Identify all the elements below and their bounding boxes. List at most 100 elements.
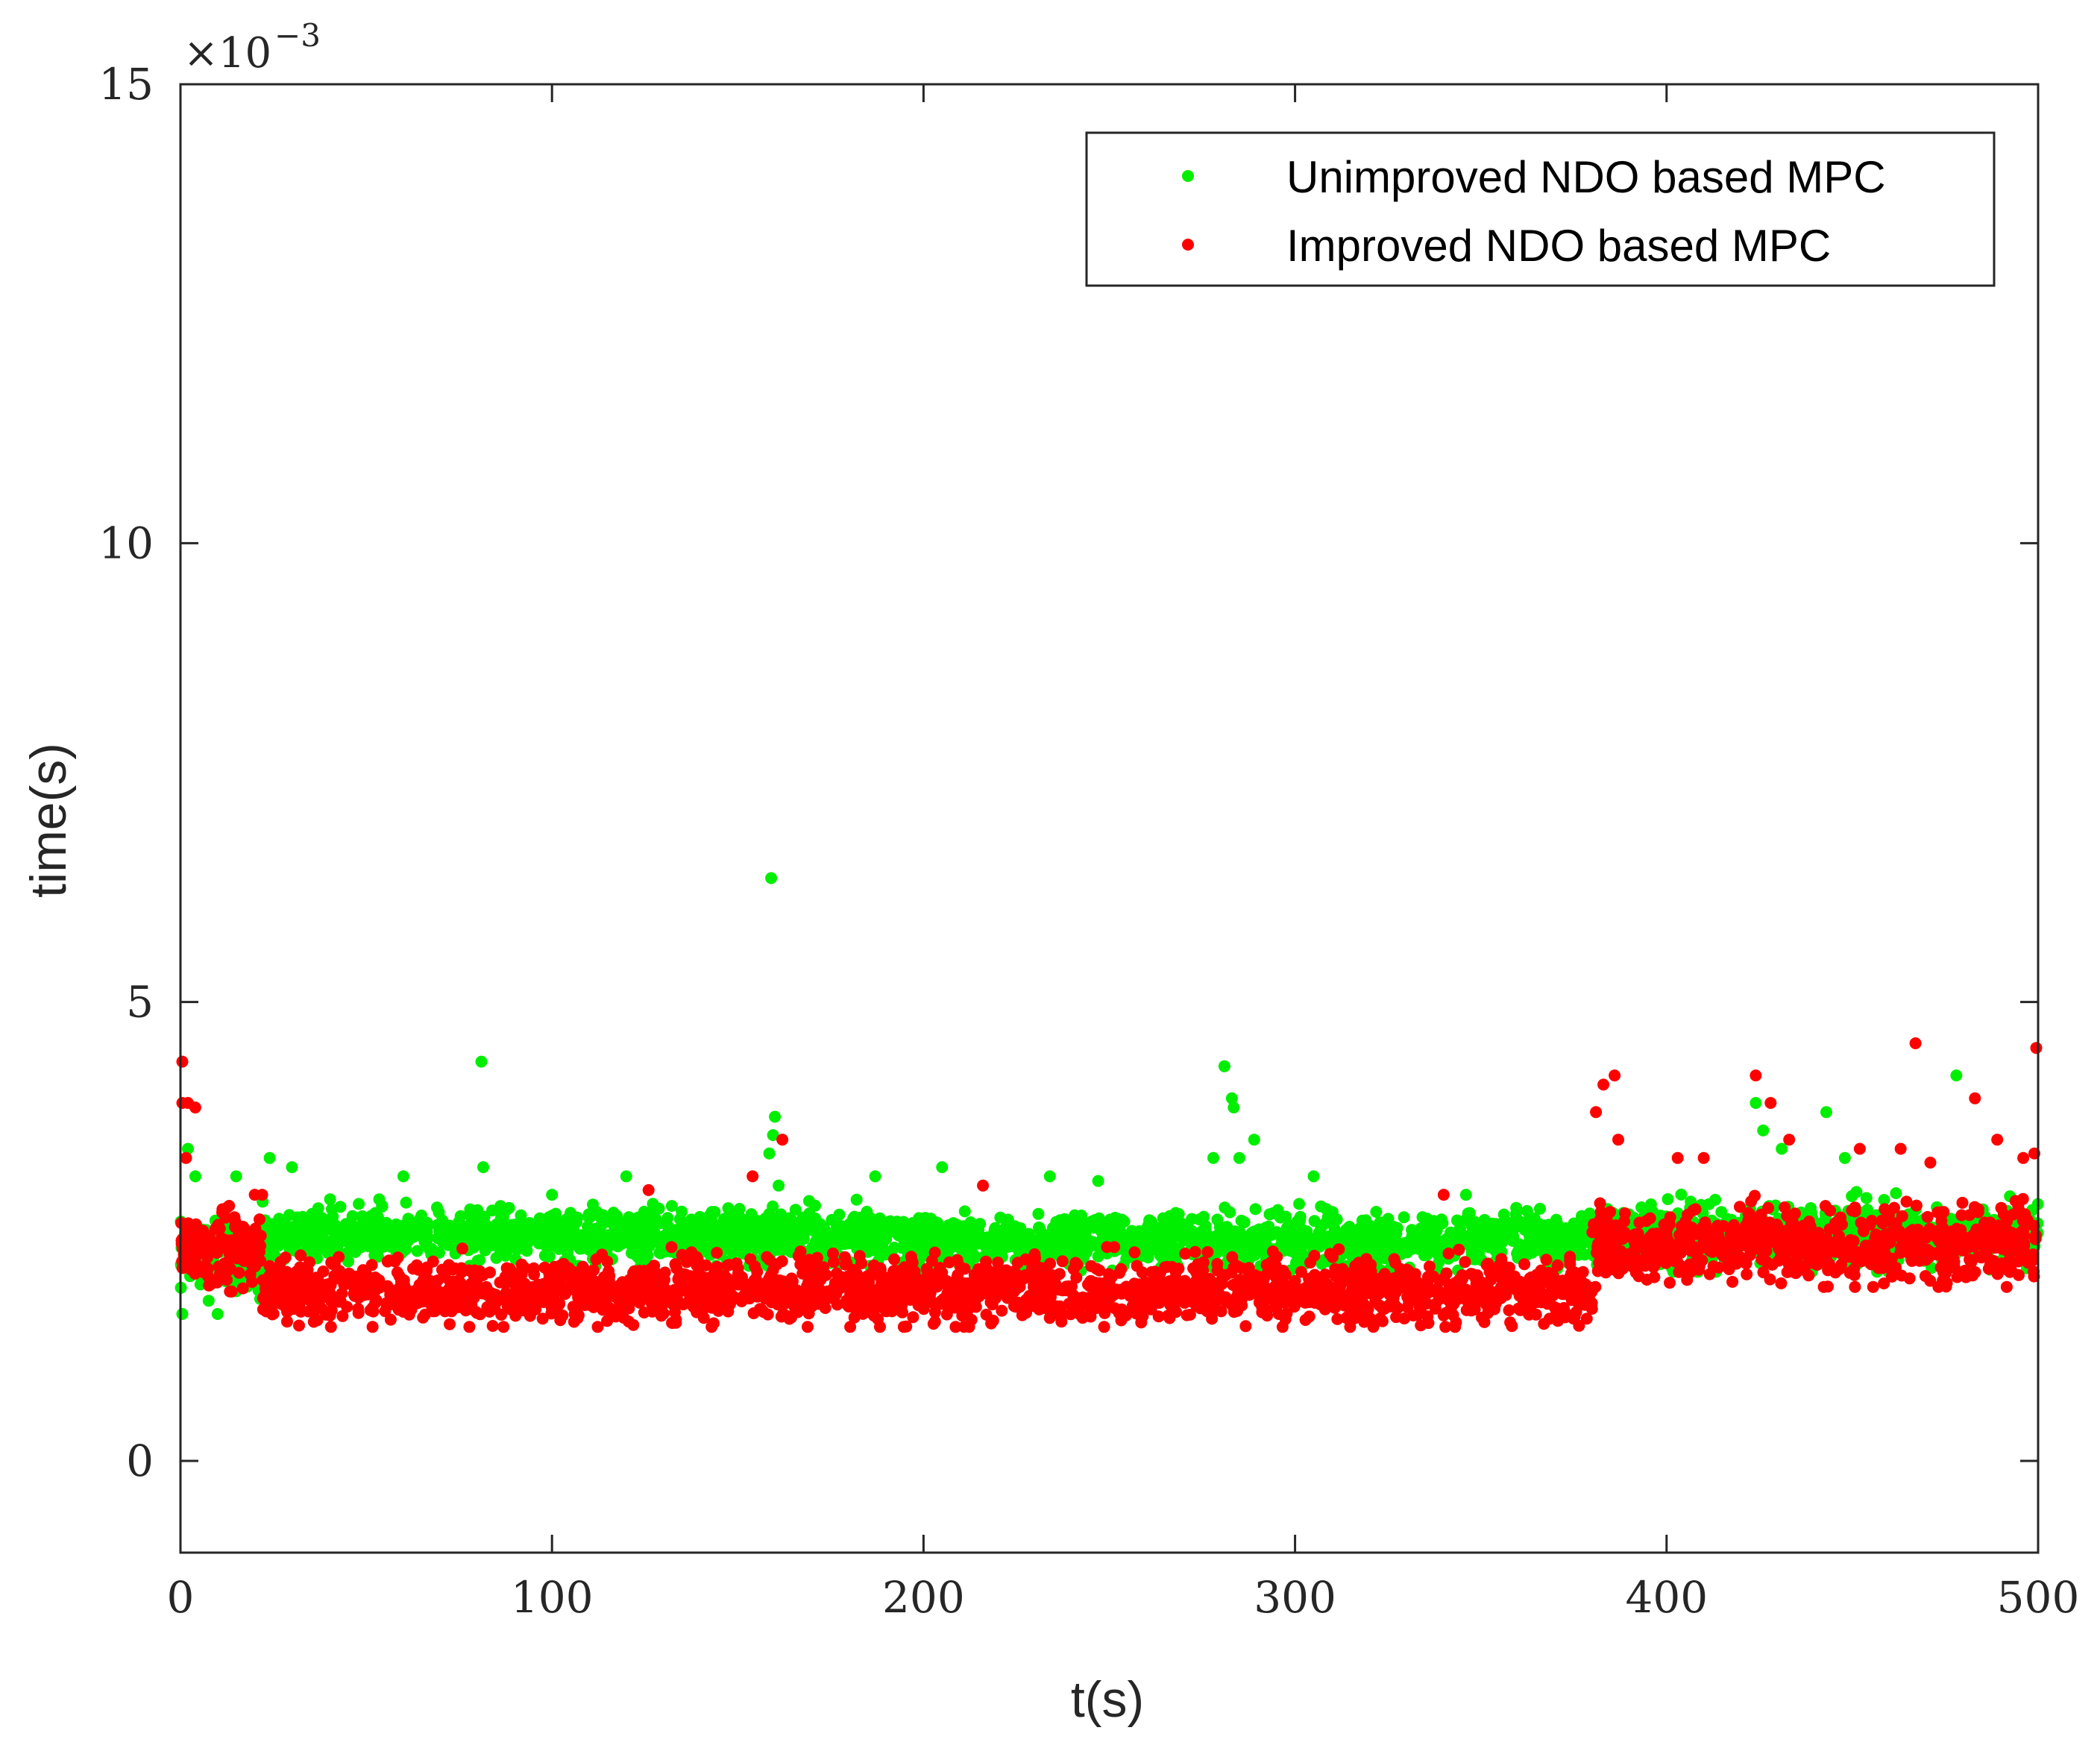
data-point bbox=[397, 1219, 409, 1232]
data-point bbox=[1434, 1239, 1447, 1252]
data-point bbox=[1307, 1235, 1319, 1248]
data-point bbox=[1509, 1208, 1522, 1220]
data-point bbox=[1232, 1286, 1245, 1298]
data-point bbox=[720, 1274, 733, 1287]
data-point bbox=[267, 1242, 280, 1255]
data-point bbox=[1400, 1239, 1412, 1252]
data-point bbox=[1503, 1217, 1515, 1229]
data-point-outlier bbox=[1459, 1189, 1472, 1201]
data-point bbox=[1070, 1271, 1083, 1284]
data-point bbox=[478, 1219, 491, 1232]
data-point bbox=[411, 1245, 424, 1257]
data-point bbox=[744, 1253, 757, 1266]
data-point-outlier bbox=[1092, 1175, 1104, 1187]
data-point bbox=[1860, 1192, 1873, 1204]
data-point bbox=[612, 1235, 624, 1248]
data-point bbox=[1390, 1311, 1403, 1324]
data-point-outlier bbox=[1043, 1170, 1056, 1183]
data-point bbox=[421, 1225, 433, 1238]
data-point bbox=[373, 1193, 386, 1206]
data-point bbox=[1294, 1214, 1307, 1227]
data-point bbox=[925, 1254, 938, 1267]
data-point bbox=[839, 1238, 852, 1250]
data-point bbox=[527, 1262, 540, 1274]
data-point bbox=[1440, 1307, 1453, 1319]
data-point-outlier bbox=[1218, 1060, 1230, 1072]
data-point-outlier bbox=[1820, 1106, 1832, 1119]
data-point bbox=[1331, 1313, 1344, 1325]
series-improved bbox=[175, 1037, 2043, 1333]
data-point bbox=[584, 1210, 597, 1223]
data-point bbox=[1568, 1217, 1580, 1230]
data-point bbox=[369, 1271, 382, 1283]
data-point bbox=[833, 1280, 846, 1292]
data-point bbox=[1442, 1247, 1455, 1260]
data-point bbox=[980, 1255, 993, 1268]
data-point bbox=[949, 1321, 962, 1333]
data-point bbox=[1342, 1246, 1354, 1259]
data-point bbox=[366, 1321, 379, 1333]
data-point bbox=[1102, 1268, 1115, 1280]
data-point bbox=[958, 1309, 970, 1321]
data-point bbox=[812, 1273, 825, 1286]
data-point bbox=[196, 1241, 209, 1253]
data-point bbox=[1053, 1268, 1066, 1280]
data-point bbox=[417, 1311, 430, 1324]
data-point bbox=[1478, 1315, 1491, 1328]
data-point bbox=[233, 1266, 245, 1279]
data-point bbox=[461, 1225, 474, 1237]
data-point bbox=[421, 1216, 433, 1229]
data-point bbox=[721, 1259, 734, 1271]
data-point bbox=[831, 1218, 843, 1230]
data-point bbox=[192, 1260, 205, 1272]
data-point bbox=[324, 1321, 337, 1333]
data-point bbox=[301, 1219, 314, 1231]
data-point bbox=[656, 1278, 669, 1291]
data-point bbox=[1526, 1246, 1538, 1259]
data-point bbox=[1099, 1225, 1112, 1236]
data-point bbox=[380, 1216, 392, 1229]
data-point bbox=[1575, 1238, 1588, 1251]
data-point bbox=[203, 1230, 216, 1242]
data-point bbox=[580, 1228, 593, 1241]
data-point bbox=[532, 1229, 544, 1241]
data-point bbox=[403, 1308, 415, 1321]
data-point bbox=[948, 1240, 961, 1253]
data-point bbox=[797, 1221, 810, 1233]
data-point-outlier bbox=[773, 1179, 785, 1192]
data-point bbox=[293, 1319, 305, 1332]
data-point bbox=[393, 1270, 406, 1283]
data-point bbox=[331, 1271, 344, 1283]
data-point bbox=[1189, 1245, 1201, 1258]
data-point bbox=[356, 1212, 369, 1225]
data-point bbox=[1430, 1224, 1443, 1236]
data-point bbox=[797, 1233, 810, 1245]
data-point bbox=[352, 1303, 365, 1315]
data-point bbox=[935, 1295, 947, 1307]
data-point bbox=[749, 1272, 762, 1285]
data-point-outlier bbox=[869, 1170, 881, 1183]
data-point-outlier bbox=[397, 1170, 409, 1183]
data-point bbox=[779, 1213, 791, 1225]
data-point bbox=[1115, 1263, 1128, 1275]
data-point bbox=[888, 1253, 901, 1266]
data-point bbox=[247, 1228, 259, 1241]
data-point bbox=[848, 1216, 861, 1228]
data-point bbox=[741, 1220, 753, 1232]
data-point bbox=[453, 1216, 465, 1228]
data-point bbox=[587, 1198, 599, 1211]
data-point bbox=[1208, 1236, 1221, 1248]
data-point-outlier bbox=[286, 1161, 298, 1174]
data-point bbox=[772, 1221, 785, 1233]
data-point bbox=[1056, 1255, 1069, 1268]
data-point bbox=[244, 1268, 257, 1280]
data-point bbox=[1319, 1269, 1331, 1281]
data-point bbox=[1504, 1316, 1517, 1329]
data-point bbox=[925, 1213, 937, 1225]
data-point bbox=[615, 1218, 628, 1230]
data-point bbox=[1534, 1202, 1546, 1215]
data-point bbox=[1101, 1241, 1113, 1254]
data-point bbox=[907, 1311, 919, 1324]
data-point bbox=[1467, 1225, 1480, 1238]
data-point bbox=[692, 1225, 705, 1238]
